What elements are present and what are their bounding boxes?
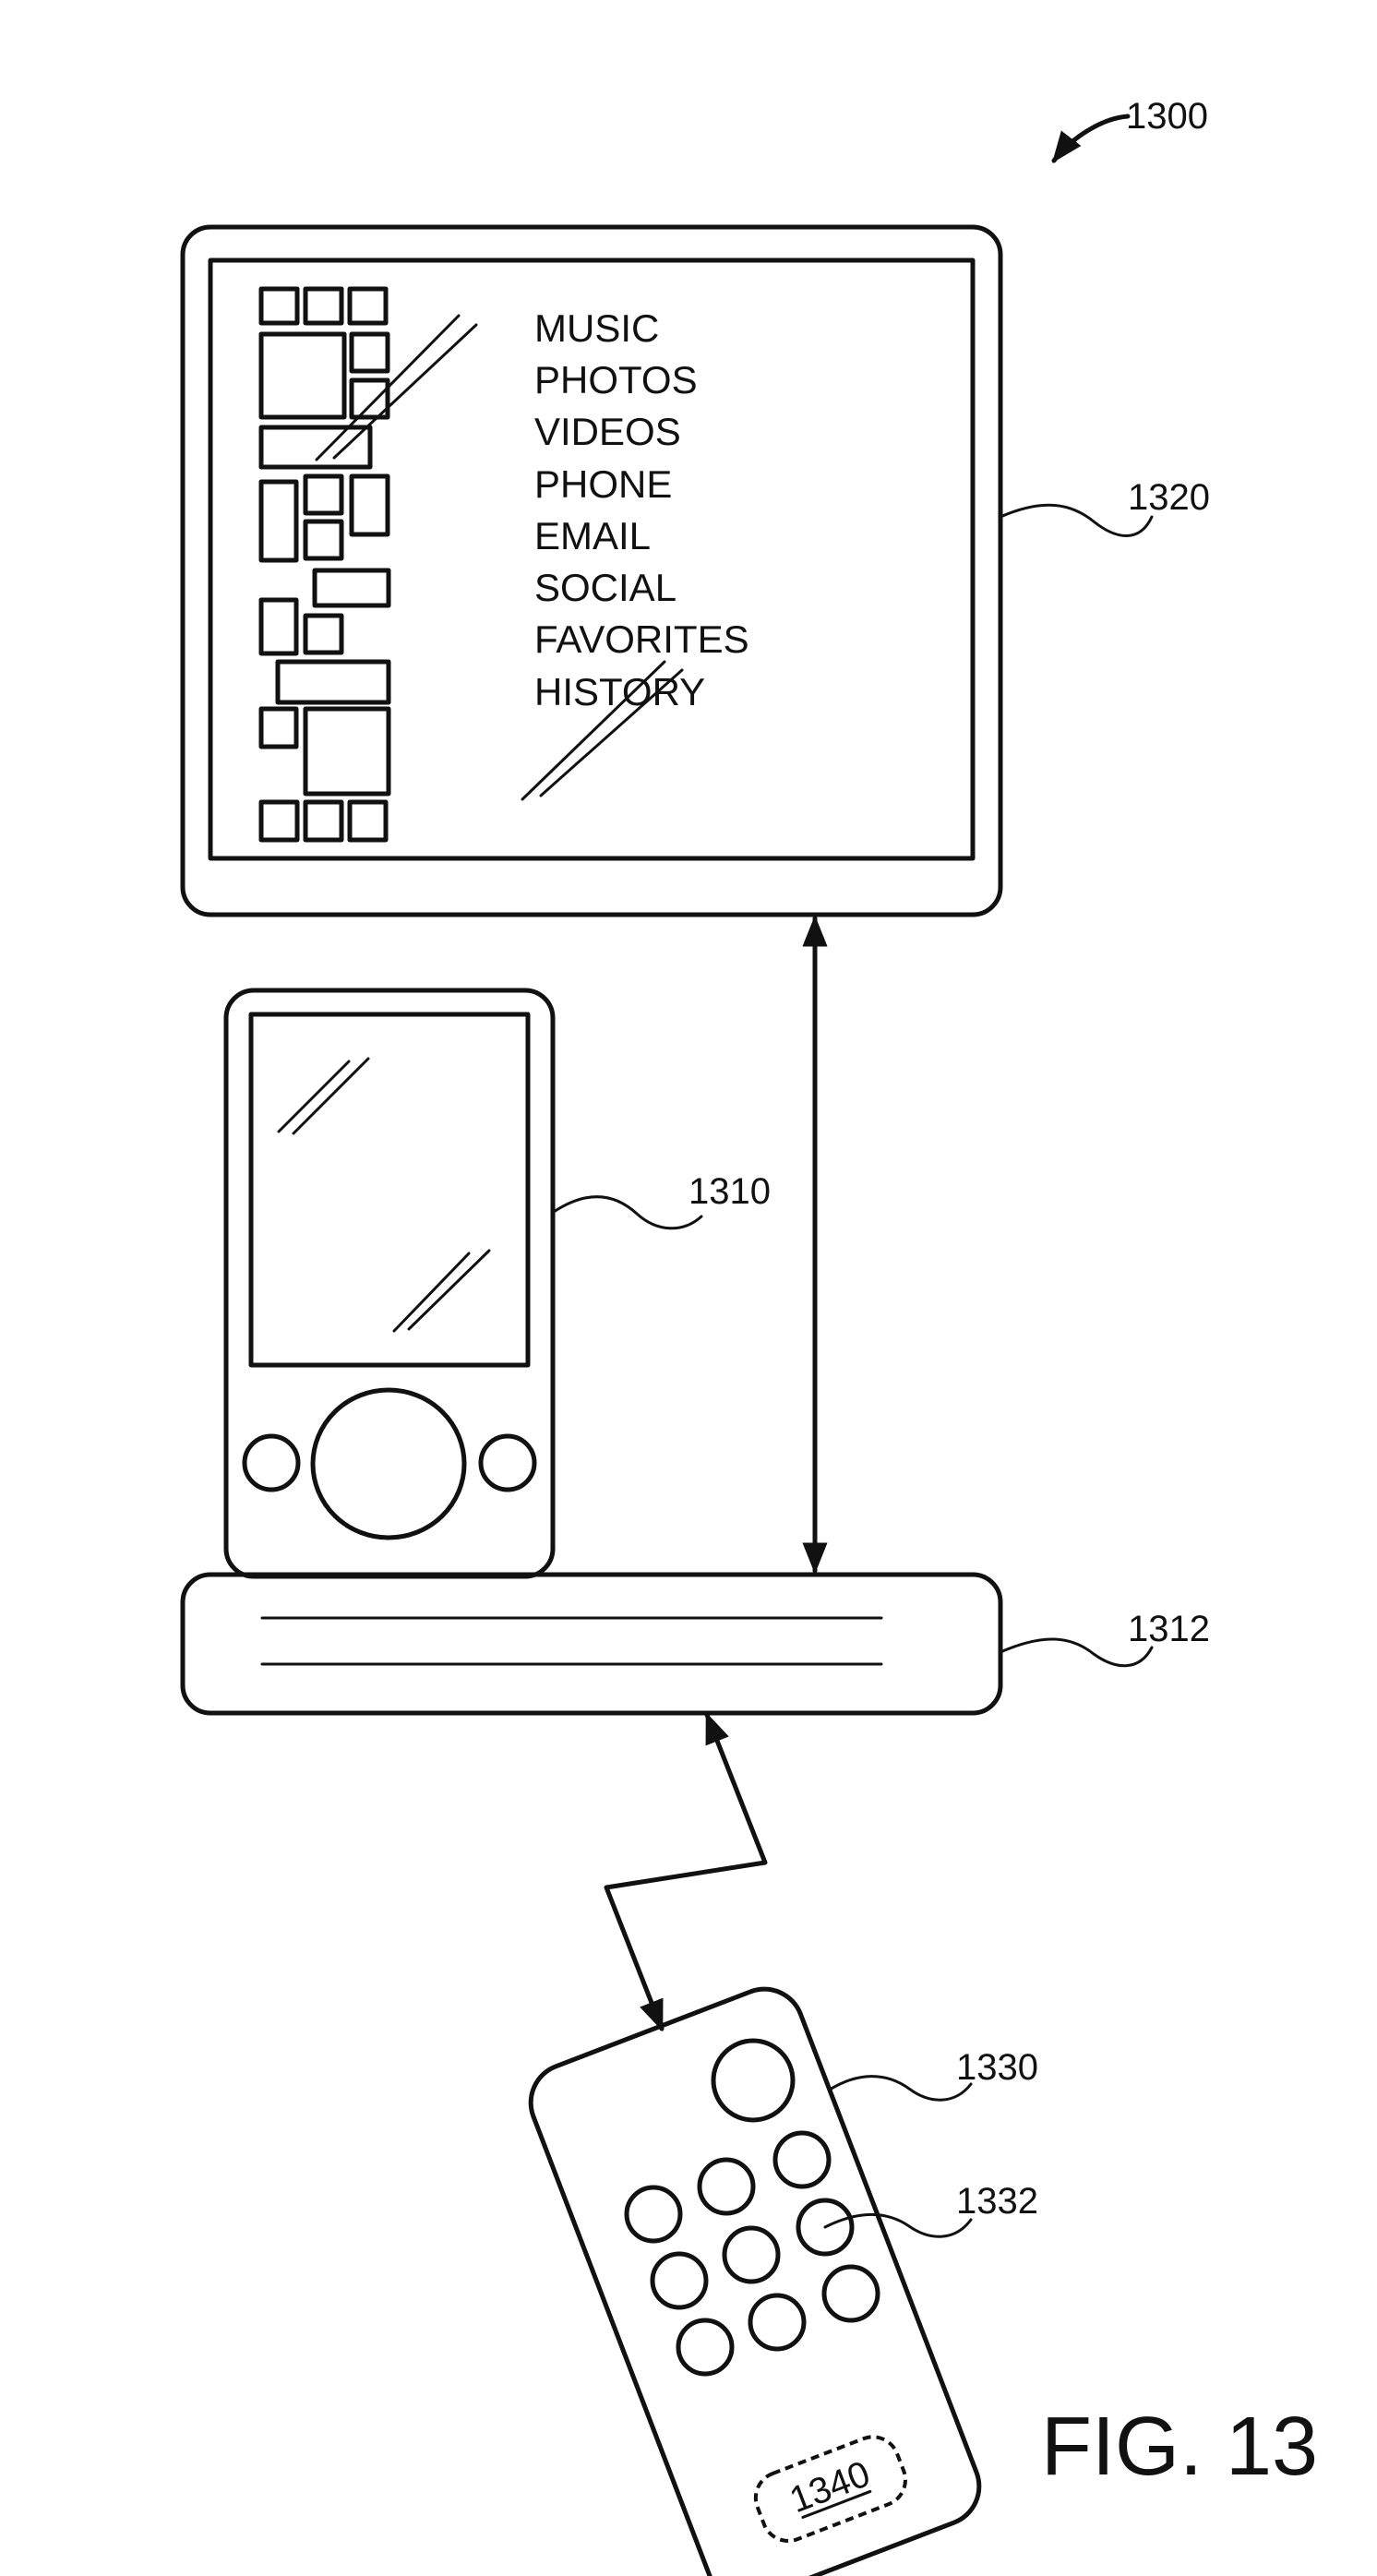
dock-ref-label: 1312: [1128, 1609, 1210, 1649]
display-monitor: MUSIC PHOTOS VIDEOS PHONE EMAIL SOCIAL F…: [183, 227, 1210, 915]
device-ref-label: 1310: [688, 1171, 771, 1212]
remote-button-ref-label: 1332: [956, 2181, 1038, 2222]
dock-station: 1312: [183, 1575, 1210, 1713]
remote-label-ref: 1340: [784, 2453, 876, 2521]
remote-ref-label: 1330: [956, 2047, 1038, 2088]
wireless-link: [606, 1715, 765, 2029]
menu-list: MUSIC PHOTOS VIDEOS PHONE EMAIL SOCIAL F…: [534, 306, 749, 713]
menu-item-photos: PHOTOS: [534, 358, 698, 401]
menu-item-music: MUSIC: [534, 306, 659, 350]
menu-item-phone: PHONE: [534, 462, 672, 506]
menu-item-social: SOCIAL: [534, 566, 677, 609]
system-reference: 1300: [1054, 96, 1208, 161]
menu-item-email: EMAIL: [534, 514, 651, 557]
figure-label: FIG. 13: [1041, 2401, 1318, 2493]
menu-item-favorites: FAVORITES: [534, 617, 749, 661]
menu-item-videos: VIDEOS: [534, 410, 681, 453]
remote-control: 1340 1330 1332: [520, 1978, 1038, 2576]
portable-device: 1310: [226, 990, 771, 1576]
tile-grid: [261, 289, 389, 840]
display-ref-label: 1320: [1128, 477, 1210, 518]
system-ref-label: 1300: [1126, 96, 1208, 137]
menu-item-history: HISTORY: [534, 670, 705, 713]
